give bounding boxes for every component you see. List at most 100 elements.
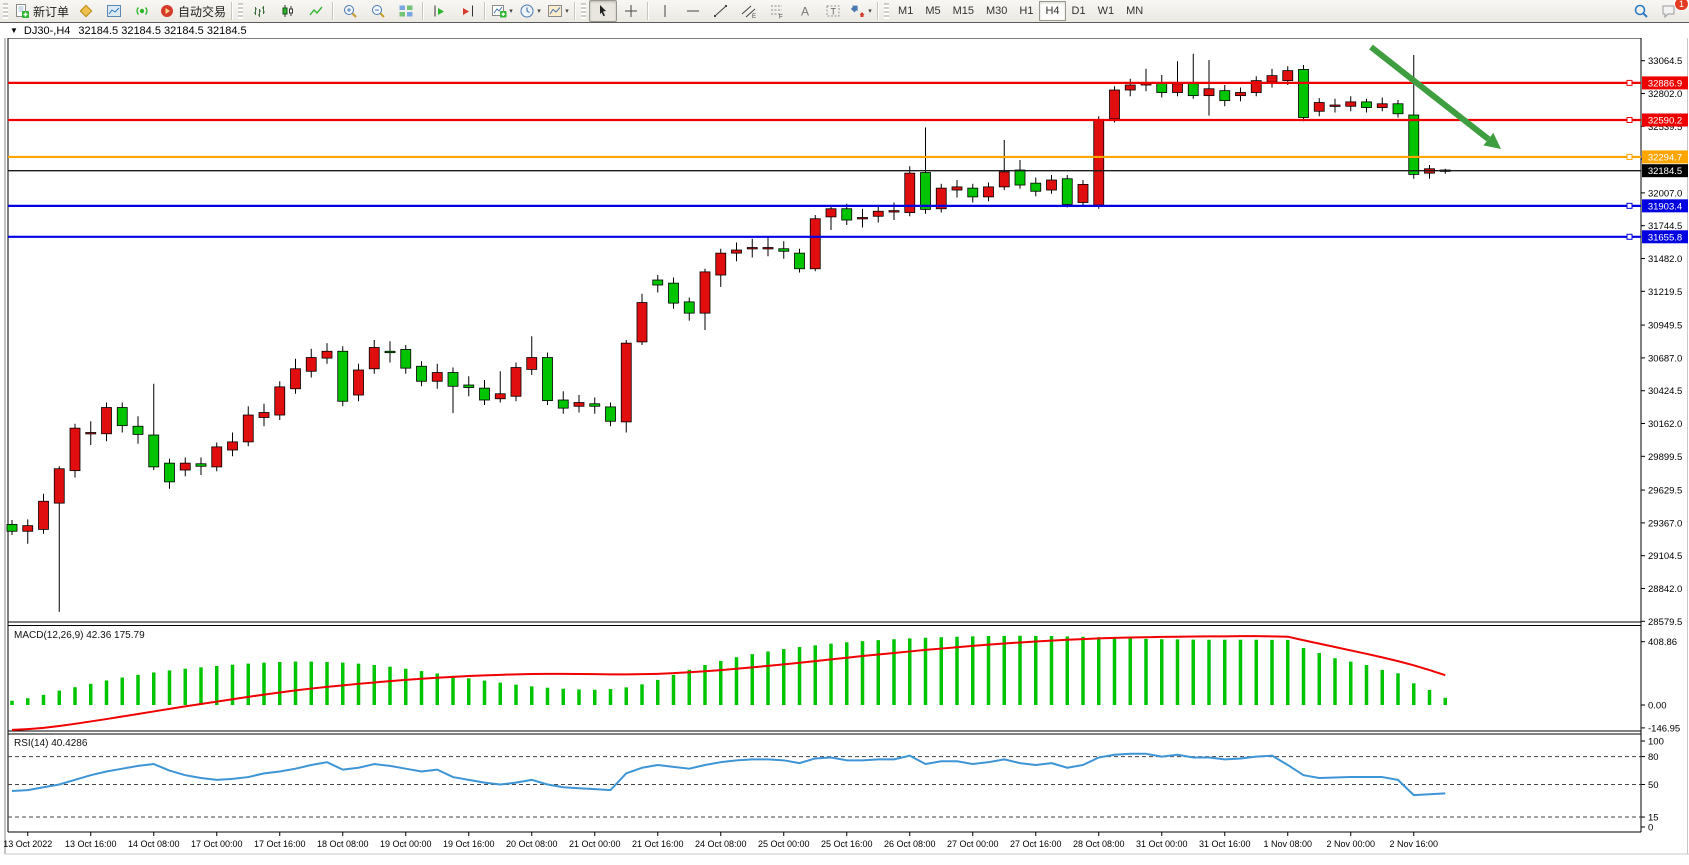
trend-arrow-annotation[interactable] [1369, 25, 1501, 149]
fibonacci-icon: F [771, 5, 783, 20]
crosshair-icon [625, 5, 638, 17]
svg-text:31744.5: 31744.5 [1648, 221, 1682, 232]
chart-shift-button[interactable] [454, 0, 482, 22]
cursor-tool-button[interactable] [589, 0, 618, 22]
svg-text:32886.9: 32886.9 [1648, 78, 1682, 89]
text-tool-button[interactable]: A [791, 0, 819, 22]
fibonacci-tool-button[interactable]: F [763, 0, 791, 22]
chart-title-bar: ▼ DJ30-,H4 32184.5 32184.5 32184.5 32184… [0, 23, 1689, 38]
macd-label: MACD(12,26,9) 42.36 175.79 [14, 630, 145, 641]
line-chart-icon [309, 6, 323, 16]
svg-text:31482.0: 31482.0 [1648, 254, 1682, 265]
svg-text:14 Oct 08:00: 14 Oct 08:00 [128, 839, 180, 849]
svg-text:100: 100 [1648, 737, 1664, 748]
crosshair-tool-button[interactable] [617, 0, 645, 22]
svg-text:27 Oct 16:00: 27 Oct 16:00 [1010, 839, 1062, 849]
trendline-icon [714, 5, 728, 17]
candlestick-chart-icon [282, 5, 294, 17]
timeframe-d1-button[interactable]: D1 [1071, 5, 1086, 17]
svg-text:1 Nov 08:00: 1 Nov 08:00 [1263, 839, 1312, 849]
level-lines [8, 79, 1641, 240]
auto-scroll-button[interactable] [426, 0, 454, 22]
macd-signal-line [11, 635, 1446, 731]
notifications-button[interactable]: 1 [1655, 0, 1689, 22]
svg-text:31655.8: 31655.8 [1648, 232, 1682, 243]
zoom-out-button[interactable] [364, 0, 392, 22]
svg-text:27 Oct 00:00: 27 Oct 00:00 [947, 839, 999, 849]
svg-text:32294.7: 32294.7 [1648, 152, 1682, 163]
svg-text:17 Oct 00:00: 17 Oct 00:00 [191, 839, 243, 849]
timeframe-mn-button[interactable]: MN [1126, 5, 1144, 17]
svg-text:30687.0: 30687.0 [1648, 353, 1682, 364]
vertical-line-icon [664, 5, 666, 17]
svg-text:15: 15 [1648, 813, 1659, 824]
cursor-icon [600, 5, 607, 17]
horizontal-line-icon [687, 10, 700, 12]
svg-text:31 Oct 16:00: 31 Oct 16:00 [1199, 839, 1251, 849]
arrows-tool-button[interactable]: ▾ [847, 0, 875, 22]
line-chart-button[interactable] [302, 0, 330, 22]
svg-text:30424.5: 30424.5 [1648, 386, 1682, 397]
timeframe-w1-button[interactable]: W1 [1097, 5, 1115, 17]
news-button[interactable] [128, 0, 156, 22]
vertical-line-tool-button[interactable] [651, 0, 679, 22]
zoom-out-icon [372, 5, 385, 18]
svg-text:32539.5: 32539.5 [1648, 122, 1682, 133]
svg-text:21 Oct 00:00: 21 Oct 00:00 [569, 839, 621, 849]
candlestick-series [6, 53, 1451, 612]
equidistant-channel-icon: E [741, 5, 756, 19]
rsi-line [11, 752, 1446, 797]
svg-text:19 Oct 00:00: 19 Oct 00:00 [380, 839, 432, 849]
search-button[interactable] [1627, 0, 1655, 22]
periods-button[interactable]: ▾ [516, 0, 544, 22]
timeframe-m30-button[interactable]: M30 [986, 5, 1008, 17]
new-order-icon [16, 4, 29, 18]
autotrade-button[interactable]: 自动交易 [156, 0, 229, 22]
horizontal-line-tool-button[interactable] [679, 0, 707, 22]
candlestick-chart-button[interactable] [274, 0, 302, 22]
templates-button[interactable]: ▾ [544, 0, 572, 22]
svg-text:50: 50 [1648, 780, 1659, 791]
bar-chart-button[interactable] [246, 0, 274, 22]
template-icon [548, 5, 563, 17]
new-order-button[interactable]: 新订单 [11, 0, 72, 22]
svg-text:13 Oct 2022: 13 Oct 2022 [3, 839, 52, 849]
terminal-button[interactable] [100, 0, 128, 22]
svg-text:F: F [779, 15, 783, 20]
rsi-level-lines [8, 756, 1641, 818]
zoom-in-button[interactable] [336, 0, 364, 22]
time-axis[interactable]: 13 Oct 2022 13 Oct 16:00 14 Oct 08:00 17 Oc… [3, 832, 1438, 849]
svg-text:29367.0: 29367.0 [1648, 518, 1682, 529]
chart-collapse-icon[interactable]: ▼ [10, 26, 18, 35]
svg-text:2 Nov 00:00: 2 Nov 00:00 [1326, 839, 1375, 849]
toolbar-grip [3, 3, 8, 19]
svg-text:29899.5: 29899.5 [1648, 452, 1682, 463]
svg-text:28 Oct 08:00: 28 Oct 08:00 [1073, 839, 1125, 849]
toolbar-grip [238, 3, 244, 19]
timeframe-m1-button[interactable]: M1 [898, 5, 914, 17]
trendline-tool-button[interactable] [707, 0, 735, 22]
svg-text:30162.0: 30162.0 [1648, 419, 1682, 430]
clock-icon [520, 4, 534, 18]
timeframe-m5-button[interactable]: M5 [925, 5, 941, 17]
new-chart-button[interactable]: ▾ [488, 0, 516, 22]
chart-ohlc-readout: 32184.5 32184.5 32184.5 32184.5 [78, 24, 247, 37]
svg-text:33064.5: 33064.5 [1648, 56, 1682, 67]
macd-axis: 408.86 0.00 -146.95 [1641, 637, 1680, 734]
text-label-tool-button[interactable]: T [819, 0, 847, 22]
timeframe-m15-button[interactable]: M15 [952, 5, 974, 17]
autotrade-icon [161, 5, 174, 17]
timeframe-h4-button[interactable]: H4 [1039, 1, 1066, 21]
svg-text:80: 80 [1648, 752, 1659, 763]
panel-borders [4, 24, 1689, 855]
auto-scroll-icon [434, 5, 445, 17]
arrows-icon [851, 5, 865, 17]
svg-text:25 Oct 16:00: 25 Oct 16:00 [821, 839, 873, 849]
equidistant-channel-tool-button[interactable]: E [735, 0, 763, 22]
tile-windows-button[interactable] [392, 0, 420, 22]
timeframe-h1-button[interactable]: H1 [1019, 5, 1034, 17]
styles-button[interactable] [72, 0, 100, 22]
svg-text:30949.5: 30949.5 [1648, 321, 1682, 332]
